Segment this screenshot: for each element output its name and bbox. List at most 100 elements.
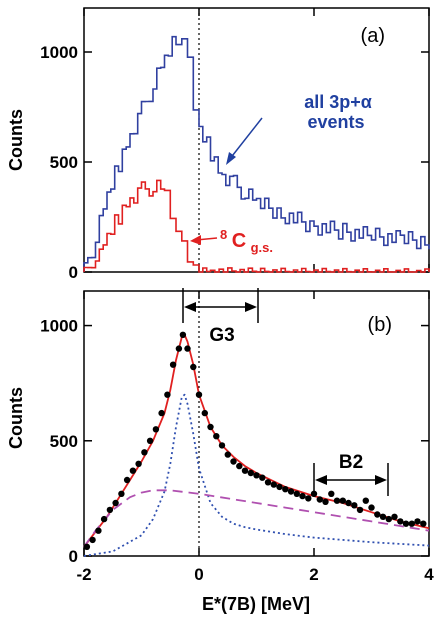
data-point [270,481,277,488]
data-point [287,488,295,495]
data-point [158,409,165,417]
data-point [402,520,410,527]
data-point [247,469,254,477]
data-point [391,513,398,520]
data-point [218,442,226,449]
panel-a: 0 500 1000 (a) Counts all 3p+α events 8 C … [6,7,430,282]
data-point [299,492,306,500]
annotation-8c-subscript: g.s. [251,240,273,255]
x-tick-label: 0 [194,565,203,584]
data-point [333,497,341,504]
series-1-line [83,179,430,273]
data-point [184,345,191,352]
b2-arrowhead-right [375,475,387,485]
annotation-all-events: all 3p+α [304,92,372,112]
data-point [282,486,289,493]
data-point [397,518,404,525]
data-point [106,506,114,514]
data-point [179,331,187,338]
data-point [374,511,381,518]
data-point [385,515,392,523]
annotation-8c-arrowhead [190,235,201,245]
data-point [95,527,102,534]
data-point [362,497,369,504]
y-tick-label: 1000 [40,43,78,62]
panel-b-xlabel-text: E*(7B) [MeV] [202,594,310,614]
x-tick-label: -2 [76,565,91,584]
data-point [141,449,148,456]
panel-b-series [83,333,430,557]
data-point [164,391,171,398]
y-tick-label: 0 [69,263,78,282]
panel-b-x-ticks: -2 0 2 4 [76,291,434,584]
y-tick-label: 500 [50,153,78,172]
panel-b-frame [83,290,430,557]
data-point [236,462,243,470]
data-point [135,460,142,467]
data-point [241,467,249,474]
data-point [146,437,154,444]
series-background-line [83,489,430,548]
panel-a-series [83,35,430,273]
data-point [213,433,220,440]
annotation-g3: G3 [209,325,234,346]
data-point [259,474,266,481]
panel-b-points [83,331,427,550]
data-point [175,345,183,352]
panel-a-ylabel: Counts [6,109,26,171]
annotation-b2: B2 [339,452,363,473]
data-point [129,467,137,474]
data-point [414,518,421,525]
data-point [123,476,131,484]
data-point [169,361,177,368]
data-point [118,490,125,497]
data-point [201,409,208,417]
data-point [351,502,358,509]
annotation-8c-superscript: 8 [220,227,227,242]
data-point [253,472,260,479]
y-tick-label: 0 [69,547,78,566]
series-0-line [83,35,430,272]
data-point [420,520,427,527]
data-point [195,391,203,398]
annotation-8c: 8 C g.s. [220,226,273,255]
data-point [305,495,312,502]
data-point [379,513,387,520]
data-point [339,497,346,504]
y-tick-label: 500 [50,432,78,451]
data-point [328,490,335,497]
panel-b-tag: (b) [368,314,392,336]
panel-b-y-ticks: 0 500 1000 [40,317,429,566]
annotation-all-arrowhead [226,152,236,165]
panel-b-ylabel: Counts [6,387,26,449]
data-point [152,426,160,433]
x-tick-label: 2 [309,565,318,584]
data-point [322,498,329,505]
data-point [190,363,197,371]
panel-a-tag: (a) [361,25,385,47]
panel-a-frame [83,7,430,273]
y-tick-label: 1000 [40,317,78,336]
panel-b-xlabel: E*(7B) [MeV] [202,594,310,614]
data-point [112,499,119,507]
data-point [224,451,231,458]
data-point [368,504,375,511]
data-point [316,496,323,503]
annotation-8c-main: C [232,230,246,252]
data-point [264,479,272,486]
data-point [100,515,108,523]
x-tick-label: 4 [424,565,434,584]
data-point [356,506,364,514]
series-peak-line [83,393,430,557]
data-point [207,423,214,431]
g3-arrowhead-right [245,302,257,312]
data-point [293,490,300,497]
data-point [345,499,352,507]
annotation-events: events [307,112,364,132]
annotation-all-arrow [228,117,263,161]
data-point [89,536,96,544]
data-point [83,543,91,550]
g3-arrowhead-left [184,302,196,312]
